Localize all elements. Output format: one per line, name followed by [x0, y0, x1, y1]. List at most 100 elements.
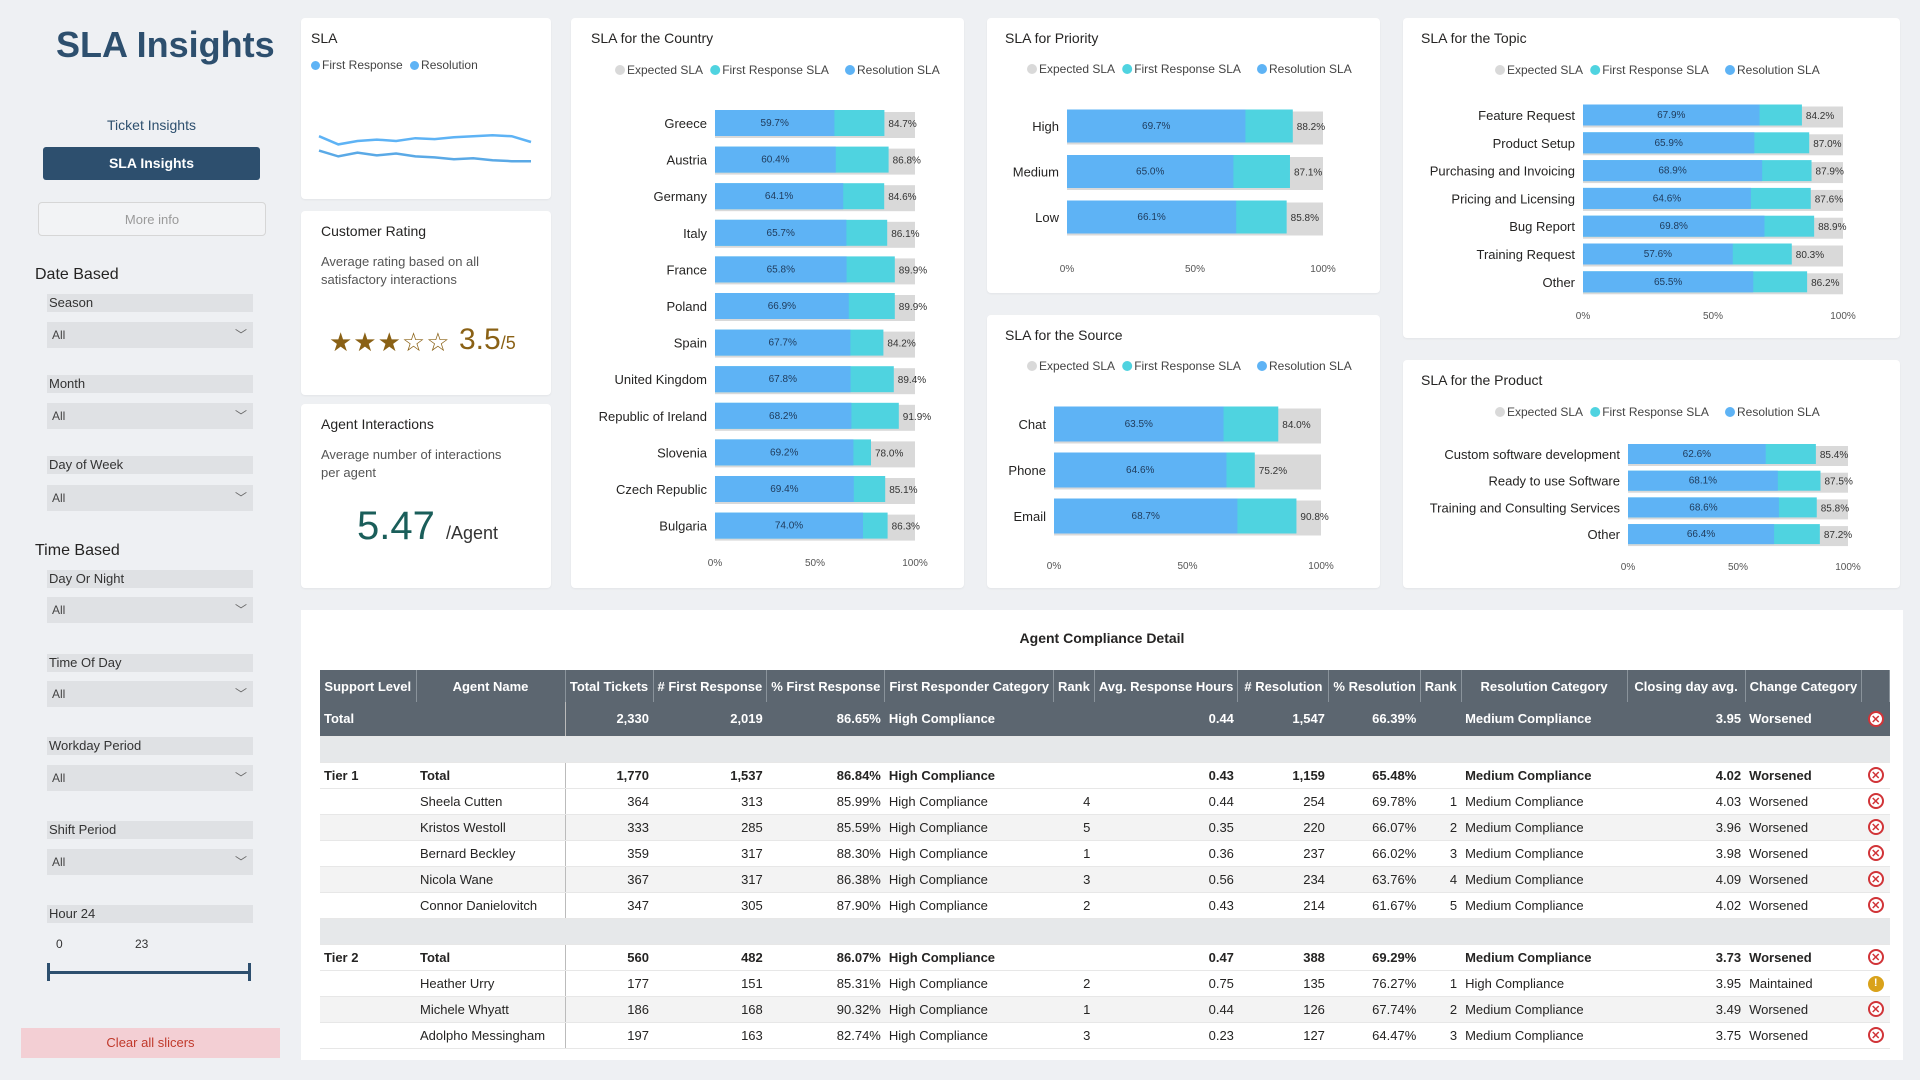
data-label-first-response: 68.1%: [1689, 476, 1717, 487]
column-header[interactable]: Support Level: [320, 670, 417, 702]
table-cell: [320, 892, 416, 919]
table-cell: Medium Compliance: [1461, 892, 1628, 919]
column-header[interactable]: % Resolution: [1328, 670, 1421, 702]
table-cell: Worsened: [1745, 1022, 1862, 1049]
data-label-first-response: 64.6%: [1126, 465, 1154, 476]
legend-dot: [1257, 64, 1267, 74]
category-label: Greece: [664, 116, 707, 131]
data-label-first-response: 69.4%: [770, 484, 798, 495]
bar-first-response: [715, 256, 847, 283]
table-cell: High Compliance: [884, 840, 1054, 867]
column-header[interactable]: Closing day avg.: [1627, 670, 1746, 702]
hour-min-handle[interactable]: [47, 963, 50, 981]
table-cell: 87.90%: [766, 892, 885, 919]
table-cell: 3.98: [1627, 840, 1746, 867]
axis-tick: 0%: [1047, 561, 1062, 572]
column-header[interactable]: # Resolution: [1237, 670, 1330, 702]
hour-24-label: Hour 24: [47, 905, 253, 923]
chevron-down-icon: ﹀: [234, 491, 247, 505]
table-cell: 234: [1237, 866, 1329, 893]
legend-label: First Response SLA: [1602, 405, 1709, 419]
nav-ticket-insights[interactable]: Ticket Insights: [107, 117, 196, 133]
season-dropdown[interactable]: All ﹀: [47, 322, 253, 348]
table-cell: 285: [653, 814, 767, 841]
table-cell: 4.03: [1627, 788, 1746, 815]
country-sla-card: SLA for the Country Expected SLA First Re…: [571, 18, 964, 588]
category-label: Czech Republic: [616, 482, 708, 497]
day-of-week-dropdown[interactable]: All ﹀: [47, 485, 253, 511]
column-header[interactable]: % First Response: [766, 670, 886, 702]
agent-interactions-title: Agent Interactions: [321, 416, 434, 432]
table-row: Heather Urry 177 151 85.31% High Compliance 2…: [320, 970, 1890, 997]
column-header[interactable]: First Responder Category: [884, 670, 1055, 702]
data-label-first-response: 64.6%: [1653, 193, 1681, 204]
chevron-down-icon: ﹀: [234, 603, 247, 617]
table-cell: Total: [416, 944, 565, 971]
table-cell: Medium Compliance: [1461, 762, 1628, 789]
legend-dot: [1027, 361, 1037, 371]
table-cell: 0.44: [1094, 996, 1238, 1023]
column-header[interactable]: Resolution Category: [1461, 670, 1628, 702]
column-header[interactable]: Agent Name: [416, 670, 566, 702]
time-based-heading: Time Based: [35, 542, 120, 559]
column-header[interactable]: Rank: [1420, 670, 1462, 702]
category-label: Chat: [1019, 417, 1047, 432]
customer-rating-desc: Average rating based on all satisfactory…: [321, 254, 480, 287]
hour-range-track[interactable]: [48, 971, 250, 974]
close-circle-icon: ✕: [1867, 767, 1884, 783]
chart-legend: Expected SLA First Response SLA Resolution…: [1027, 62, 1352, 76]
legend-dot: [1495, 407, 1505, 417]
data-label-resolution: 84.7%: [888, 119, 916, 130]
data-label-first-response: 66.1%: [1137, 212, 1165, 223]
table-cell: 85.59%: [766, 814, 885, 841]
table-cell: 1: [1420, 788, 1462, 815]
more-info-button[interactable]: More info: [38, 202, 266, 236]
table-cell: 82.74%: [766, 1022, 885, 1049]
shift-period-dropdown[interactable]: All ﹀: [47, 849, 253, 875]
table-cell: Medium Compliance: [1461, 944, 1628, 971]
hour-max-handle[interactable]: [248, 963, 251, 981]
table-cell: 2,330: [564, 702, 653, 737]
column-header[interactable]: [1861, 670, 1891, 702]
day-or-night-dropdown[interactable]: All ﹀: [47, 597, 253, 623]
column-header[interactable]: # First Response: [653, 670, 768, 702]
table-cell: 347: [564, 892, 653, 919]
table-cell: Tier 2: [320, 944, 416, 971]
legend-label: Expected SLA: [627, 63, 703, 77]
column-header[interactable]: Total Tickets: [565, 670, 654, 702]
day-of-week-value: All: [52, 491, 66, 505]
data-label-resolution: 91.9%: [903, 412, 931, 423]
bar-first-response: [1054, 406, 1224, 442]
table-cell: 0.36: [1094, 840, 1238, 867]
data-label-first-response: 68.7%: [1132, 511, 1160, 522]
table-cell: 2,019: [653, 702, 767, 737]
table-cell: 237: [1237, 840, 1329, 867]
category-label: Other: [1587, 527, 1620, 542]
legend-dot: [845, 65, 855, 75]
table-cell: 3.73: [1627, 944, 1746, 971]
table-cell: 3.96: [1627, 814, 1746, 841]
column-header[interactable]: Avg. Response Hours: [1094, 670, 1239, 702]
table-row: [320, 918, 1890, 945]
data-label-resolution: 85.8%: [1821, 503, 1849, 514]
column-header[interactable]: Change Category: [1745, 670, 1863, 702]
close-circle-icon: ✕: [1867, 871, 1884, 887]
workday-period-dropdown[interactable]: All ﹀: [47, 765, 253, 791]
nav-sla-insights[interactable]: SLA Insights: [43, 147, 260, 180]
data-label-first-response: 60.4%: [761, 155, 789, 166]
category-label: Poland: [667, 299, 707, 314]
app-title: SLA Insights: [56, 24, 275, 65]
season-label: Season: [47, 294, 253, 312]
clear-all-slicers-button[interactable]: Clear all slicers: [21, 1028, 280, 1058]
month-dropdown[interactable]: All ﹀: [47, 403, 253, 429]
table-cell: 86.38%: [766, 866, 885, 893]
table-cell: Worsened: [1745, 814, 1862, 841]
table-cell: 3.75: [1627, 1022, 1746, 1049]
column-header[interactable]: Rank: [1053, 670, 1095, 702]
data-label-resolution: 86.2%: [1811, 278, 1839, 289]
agent-unit: /Agent: [445, 523, 499, 543]
axis-tick: 0%: [1621, 562, 1636, 573]
status-cell: ✕: [1861, 788, 1890, 815]
bar-first-response: [1628, 497, 1779, 518]
time-of-day-dropdown[interactable]: All ﹀: [47, 681, 253, 707]
